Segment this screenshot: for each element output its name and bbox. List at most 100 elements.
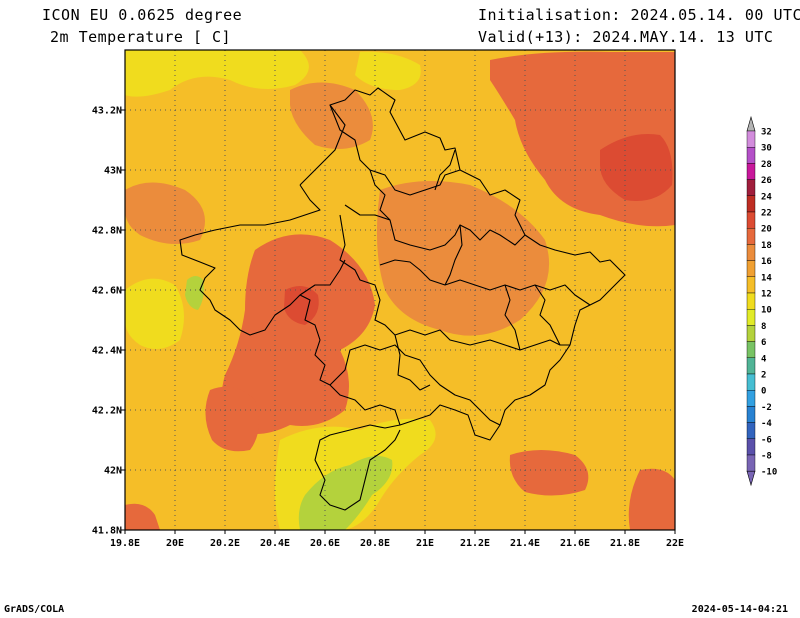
district-border-6 [329, 344, 501, 426]
colorbar-level-label: -8 [761, 452, 772, 462]
lat-tick-label: 43.2N [92, 106, 122, 117]
render-timestamp: 2024-05-14-04:21 [691, 604, 788, 615]
colorbar-level-label: -4 [761, 419, 772, 429]
colorbar-swatch [746, 454, 756, 472]
district-border-3 [339, 214, 570, 351]
colorbar-level-label: 0 [761, 387, 766, 397]
district-border-7 [394, 334, 431, 391]
variable-title: 2m Temperature [ C] [50, 28, 232, 46]
valid-time: Valid(+13): 2024.MAY.14. 13 UTC [478, 28, 774, 46]
lat-tick-label: 42.2N [92, 406, 122, 417]
field-orange-northwest [125, 182, 205, 244]
colorbar-level-label: 32 [761, 128, 772, 138]
colorbar-level-label: 10 [761, 306, 772, 316]
colorbar-level-label: 20 [761, 225, 772, 235]
colorbar-swatch [746, 179, 756, 197]
latitude-axis: 41.8N 42N 42.2N 42.4N 42.6N 42.8N 43N 43.2N [92, 106, 125, 537]
lat-tick-label: 41.8N [92, 526, 122, 537]
lon-tick-label: 21E [416, 538, 434, 549]
lon-tick-label: 21.6E [560, 538, 590, 549]
model-title: ICON EU 0.0625 degree [42, 6, 243, 24]
field-yellow-north [125, 50, 309, 97]
colorbar-level-label: 18 [761, 241, 772, 251]
colorbar-swatch [746, 163, 756, 180]
colorbar-swatch [746, 146, 756, 164]
colorbar-level-label: 28 [761, 160, 772, 170]
colorbar-swatch [746, 130, 756, 148]
field-lightorange-east [590, 295, 671, 374]
colorbar-level-label: 2 [761, 371, 766, 381]
field-yellow-centre-north [355, 51, 421, 90]
field-orange-centre [376, 181, 550, 336]
field-green-south [298, 456, 393, 530]
colorbar-level-label: 16 [761, 257, 772, 267]
colorbar-level-label: 6 [761, 338, 766, 348]
district-border-8 [434, 149, 456, 191]
colorbar-swatch [746, 373, 756, 391]
district-border-1 [329, 104, 461, 196]
graticule [125, 50, 675, 530]
colorbar-swatch [746, 260, 756, 278]
lon-tick-label: 21.2E [460, 538, 490, 549]
district-border-5 [299, 259, 346, 296]
colorbar-swatch [746, 309, 756, 326]
lon-tick-label: 19.8E [110, 538, 140, 549]
lon-tick-label: 20.2E [210, 538, 240, 549]
district-border-4 [379, 259, 591, 306]
colorbar-level-label: 4 [761, 354, 767, 364]
colorbar-swatch [746, 227, 756, 245]
init-time: Initialisation: 2024.05.14. 00 UTC [478, 6, 800, 24]
field-orange-north-centre [290, 82, 373, 149]
lon-tick-label: 21.4E [510, 538, 540, 549]
lat-tick-label: 42N [104, 466, 122, 477]
lat-tick-label: 42.6N [92, 286, 122, 297]
colorbar-swatch [746, 276, 756, 294]
colorbar-level-label: -10 [761, 468, 777, 478]
lat-tick-label: 43N [104, 166, 122, 177]
field-red-west-core [284, 286, 319, 325]
kosovo-boundaries [179, 87, 626, 511]
colorbar-swatch [746, 390, 756, 407]
field-red-northeast [600, 134, 673, 201]
colorbar-swatch [746, 195, 756, 213]
colorbar-level-label: 30 [761, 144, 772, 154]
colorbar-level-label: 14 [761, 273, 772, 283]
district-border-10 [504, 284, 521, 351]
colorbar-swatch [746, 341, 756, 359]
lon-tick-label: 20E [166, 538, 184, 549]
colorbar-level-label: 12 [761, 290, 772, 300]
colorbar-level-label: 8 [761, 322, 766, 332]
lon-tick-label: 21.8E [610, 538, 640, 549]
lon-tick-label: 20.4E [260, 538, 290, 549]
field-redorange-west [221, 234, 375, 434]
colorbar-level-label: -2 [761, 403, 772, 413]
colorbar-swatch [746, 244, 756, 261]
district-border-9 [444, 224, 463, 286]
field-redorange-south-corner [628, 468, 675, 530]
lon-tick-label: 22E [666, 538, 684, 549]
lon-tick-label: 20.6E [310, 538, 340, 549]
lat-tick-label: 42.8N [92, 226, 122, 237]
colorbar-swatch [746, 438, 756, 456]
grads-credit: GrADS/COLA [4, 604, 65, 615]
colorbar-bottom-arrow [746, 470, 756, 487]
colorbar-swatch [746, 357, 756, 375]
lon-tick-label: 20.8E [360, 538, 390, 549]
district-border-2 [344, 204, 526, 251]
lat-tick-label: 42.4N [92, 346, 122, 357]
field-redorange-sw-corner [125, 503, 160, 530]
field-redorange-southeast [509, 450, 589, 496]
colorbar-swatch [746, 406, 756, 423]
colorbar-level-label: 26 [761, 176, 772, 186]
colorbar-swatch [746, 211, 756, 229]
colorbar-swatch [746, 325, 756, 342]
colorbar-swatch [746, 422, 756, 440]
colorbar-level-label: 24 [761, 192, 772, 202]
colorbar-level-label: 22 [761, 209, 772, 219]
field-yellow-west [125, 278, 184, 349]
district-border-11 [534, 284, 561, 346]
district-border-12 [369, 169, 391, 221]
longitude-axis: 19.8E 20E 20.2E 20.4E 20.6E 20.8E 21E 21.2E 21.4… [110, 530, 684, 549]
